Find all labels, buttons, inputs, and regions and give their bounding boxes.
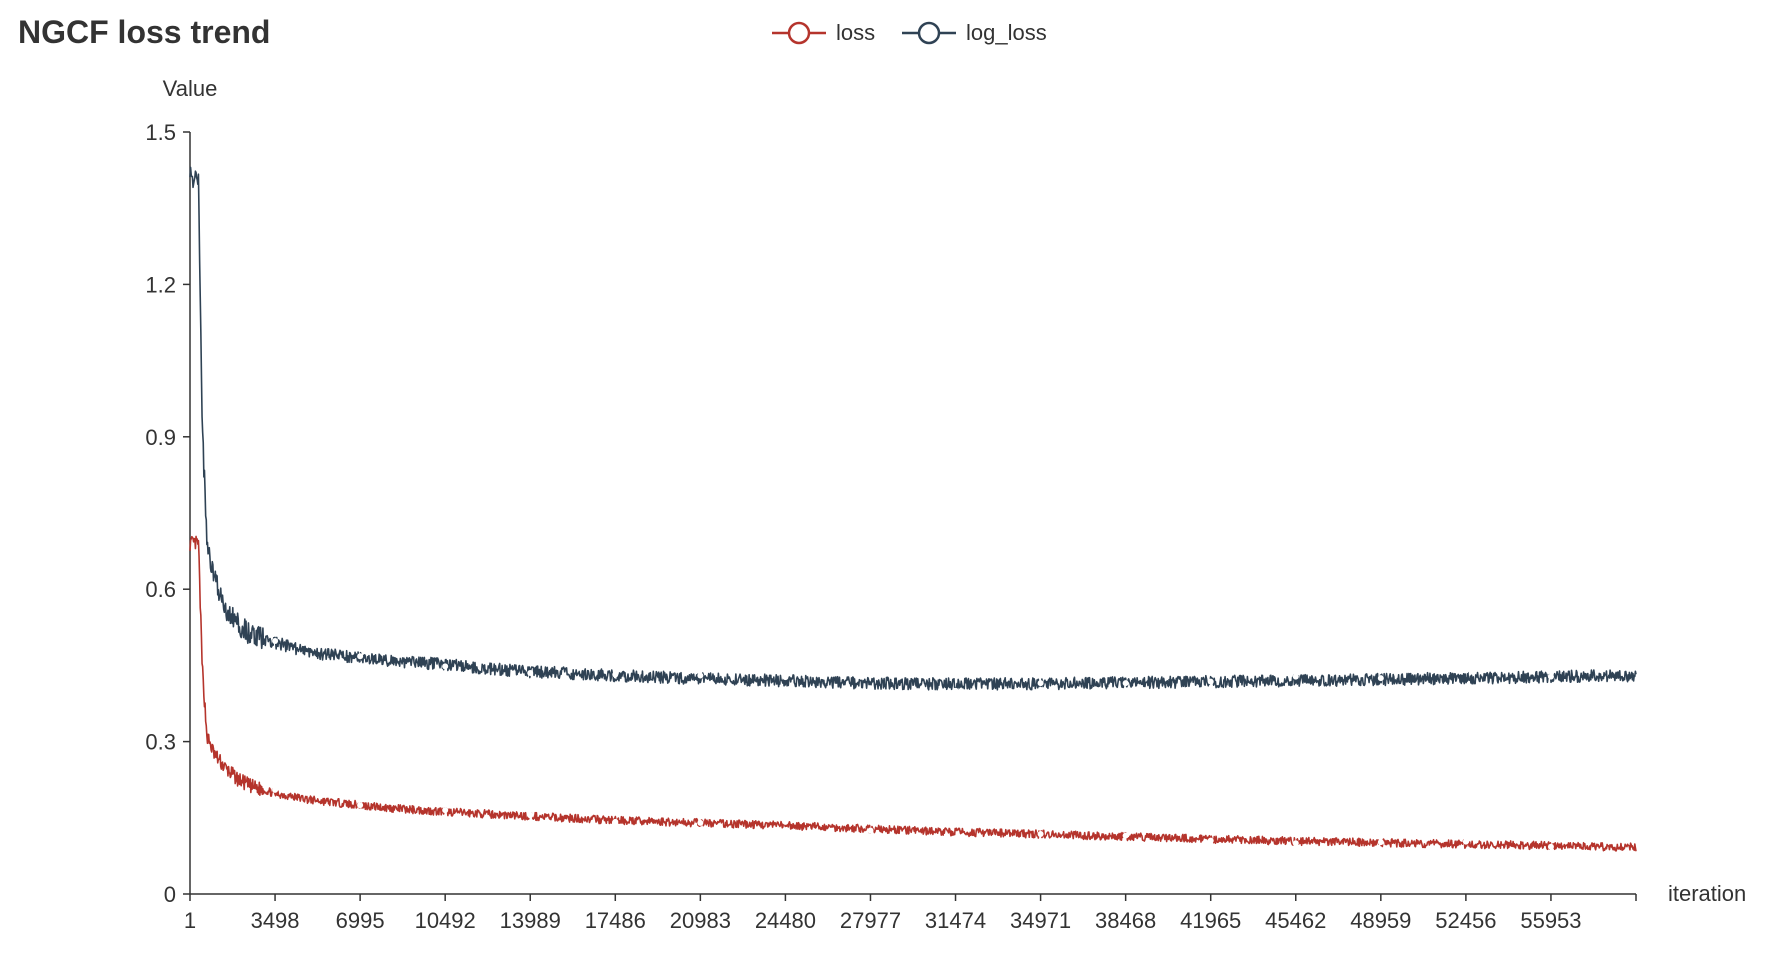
legend: loss log_loss <box>0 16 1786 50</box>
x-tick-label: 6995 <box>336 908 385 933</box>
data-point-loss[interactable] <box>612 818 619 825</box>
data-point-log-loss[interactable] <box>442 663 449 670</box>
x-tick-label: 41965 <box>1180 908 1241 933</box>
data-point-log-loss[interactable] <box>1207 678 1214 685</box>
y-axis-title: Value <box>163 76 218 101</box>
x-tick-label: 13989 <box>500 908 561 933</box>
y-tick-label: 0.3 <box>145 730 176 755</box>
data-point-loss[interactable] <box>442 807 449 814</box>
data-point-loss[interactable] <box>1122 832 1129 839</box>
data-point-loss[interactable] <box>1547 843 1554 850</box>
x-tick-label: 1 <box>184 908 196 933</box>
data-point-log-loss[interactable] <box>272 638 279 645</box>
y-tick-label: 0.9 <box>145 425 176 450</box>
x-tick-label: 10492 <box>415 908 476 933</box>
y-tick-label: 0.6 <box>145 577 176 602</box>
y-tick-label: 0 <box>164 882 176 907</box>
legend-item-log-loss[interactable]: log_loss <box>902 16 1047 50</box>
data-point-loss[interactable] <box>1207 837 1214 844</box>
x-tick-label: 3498 <box>251 908 300 933</box>
chart-title: NGCF loss trend <box>18 14 271 50</box>
series-line-log-loss <box>189 166 1637 691</box>
x-tick-label: 38468 <box>1095 908 1156 933</box>
legend-label-loss: loss <box>836 20 876 45</box>
data-point-loss[interactable] <box>1037 831 1044 838</box>
data-point-loss[interactable] <box>867 827 874 834</box>
data-point-log-loss[interactable] <box>782 674 789 681</box>
legend-loss-icon <box>772 21 826 45</box>
x-tick-label: 17486 <box>585 908 646 933</box>
data-point-loss[interactable] <box>357 802 364 809</box>
x-axis-title: iteration <box>1668 881 1746 906</box>
data-point-loss[interactable] <box>697 819 704 826</box>
data-point-loss[interactable] <box>1292 840 1299 847</box>
legend-label-log-loss: log_loss <box>966 20 1047 45</box>
data-point-log-loss[interactable] <box>697 672 704 679</box>
data-point-log-loss[interactable] <box>1292 673 1299 680</box>
data-point-log-loss[interactable] <box>1547 673 1554 680</box>
data-point-log-loss[interactable] <box>527 670 534 677</box>
x-tick-label: 27977 <box>840 908 901 933</box>
x-tick-label: 20983 <box>670 908 731 933</box>
x-tick-label: 48959 <box>1350 908 1411 933</box>
legend-item-loss[interactable]: loss <box>772 16 875 50</box>
y-tick-label: 1.5 <box>145 120 176 145</box>
x-tick-label: 24480 <box>755 908 816 933</box>
data-point-log-loss[interactable] <box>1122 680 1129 687</box>
x-tick-label: 34971 <box>1010 908 1071 933</box>
data-point-log-loss[interactable] <box>357 653 364 660</box>
data-point-log-loss[interactable] <box>1037 680 1044 687</box>
x-tick-label: 52456 <box>1435 908 1496 933</box>
data-point-loss[interactable] <box>1377 839 1384 846</box>
data-point-log-loss[interactable] <box>952 687 959 694</box>
series-line-loss <box>189 535 1637 852</box>
data-point-loss[interactable] <box>272 786 279 793</box>
data-point-log-loss[interactable] <box>612 671 619 678</box>
series-layer <box>189 166 1637 852</box>
legend-log-loss-icon <box>902 21 956 45</box>
x-axis: 1 3498 6995 10492 13989 17486 20983 24480 27977 3… <box>184 893 1637 933</box>
marker-layer <box>272 638 1554 850</box>
data-point-log-loss[interactable] <box>867 685 874 692</box>
y-tick-label: 1.2 <box>145 272 176 297</box>
data-point-loss[interactable] <box>1462 838 1469 845</box>
data-point-log-loss[interactable] <box>1377 675 1384 682</box>
x-tick-label: 45462 <box>1265 908 1326 933</box>
data-point-loss[interactable] <box>782 818 789 825</box>
x-tick-label: 55953 <box>1520 908 1581 933</box>
y-axis: 0 0.3 0.6 0.9 1.2 1.5 <box>145 120 191 907</box>
x-tick-label: 31474 <box>925 908 986 933</box>
data-point-log-loss[interactable] <box>1462 667 1469 674</box>
data-point-loss[interactable] <box>952 835 959 842</box>
data-point-loss[interactable] <box>527 812 534 819</box>
